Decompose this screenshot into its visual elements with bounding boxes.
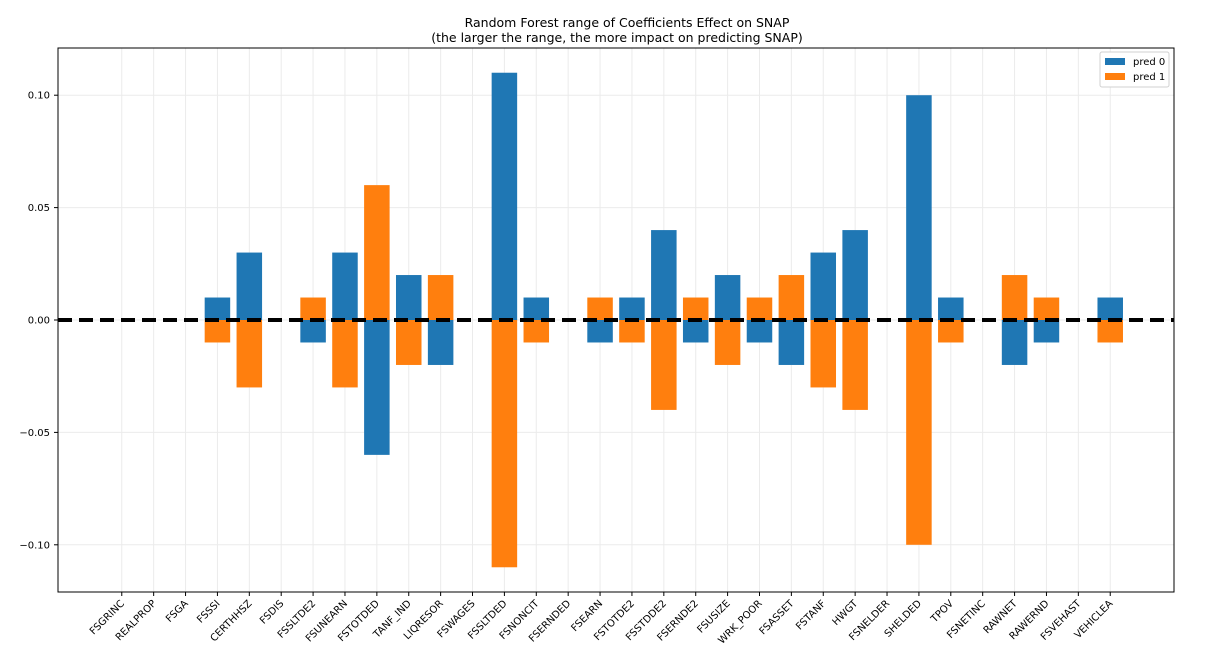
bar-pred-0-rawernd [1033,320,1060,343]
bar-pred-1-fsstdde2 [651,320,677,410]
bar-pred-1-liqresor [427,275,454,320]
bars [204,72,1123,568]
bar-pred-0-fssltded [491,72,518,321]
bar-pred-1-fsusize [714,320,741,365]
bar-pred-1-fstotde2 [619,320,645,343]
bar-pred-0-fsusize [714,275,741,320]
bar-pred-1-fsnoncit [523,320,550,343]
x-tick-label: FSGA [164,598,191,625]
legend-swatch-pred-1 [1105,73,1125,80]
bar-pred-1-fstotded [364,185,390,320]
x-tick-label: FSSSI [195,598,222,625]
y-tick-label: 0.00 [28,316,50,327]
bar-pred-0-vehiclea [1097,297,1123,320]
bar-pred-0-liqresor [427,320,454,365]
bar-pred-1-tanf_ind [395,320,422,365]
bar-pred-0-certhhsz [236,252,263,320]
y-tick-label: −0.10 [19,540,50,551]
x-tick-label: FSDIS [258,598,286,626]
bar-pred-0-hwgt [842,230,868,320]
bar-pred-0-fsstdde2 [651,230,677,320]
bar-pred-1-certhhsz [236,320,263,388]
bar-pred-0-fsnoncit [523,297,550,320]
bar-pred-1-rawernd [1033,297,1060,320]
x-tick-label: FSASSET [758,598,798,638]
bar-pred-0-wrk_poor [746,320,773,343]
bar-pred-1-fsernde2 [682,297,709,320]
bar-pred-1-rawnet [1001,275,1028,320]
x-tick-label: HWGT [831,598,861,628]
legend: pred 0 pred 1 [1099,51,1170,88]
bar-pred-1-fssltded [491,320,518,568]
bar-pred-1-hwgt [842,320,868,410]
y-tick-label: −0.05 [19,428,50,439]
bar-pred-0-fsssi [204,297,231,320]
bar-pred-1-fsssi [204,320,231,343]
bar-pred-0-fsernde2 [682,320,709,343]
x-tick-label: TPOV [929,598,956,625]
bar-pred-0-fstanf [810,252,837,320]
bar-pred-0-rawnet [1001,320,1028,365]
bar-pred-0-shelded [906,95,932,321]
bar-pred-0-tanf_ind [395,275,422,320]
y-axis: −0.10 −0.05 0.00 0.05 0.10 [19,91,58,551]
bar-pred-1-fsasset [778,275,805,320]
bar-pred-1-fstanf [810,320,837,388]
bar-pred-0-fstotde2 [619,297,645,320]
bar-pred-0-fsunearn [332,252,358,320]
bar-pred-0-tpov [938,297,964,320]
bar-pred-1-fssltde2 [300,297,326,320]
bar-pred-0-fstotded [364,320,390,455]
bar-pred-1-shelded [906,320,932,545]
y-tick-label: 0.05 [28,203,50,214]
bar-pred-1-wrk_poor [746,297,773,320]
chart-subtitle: (the larger the range, the more impact o… [431,30,803,45]
bar-pred-0-fsearn [587,320,613,343]
y-tick-label: 0.10 [28,91,50,102]
chart-title: Random Forest range of Coefficients Effe… [465,15,790,30]
bar-pred-1-fsearn [587,297,613,320]
legend-label-pred-0: pred 0 [1133,57,1165,68]
x-tick-label: FSTANF [794,598,828,632]
bar-pred-0-fsasset [778,320,805,365]
bar-pred-1-tpov [938,320,964,343]
bar-pred-1-fsunearn [332,320,358,388]
bar-pred-0-fssltde2 [300,320,326,343]
legend-label-pred-1: pred 1 [1133,72,1165,83]
legend-swatch-pred-0 [1105,58,1125,65]
bar-pred-1-vehiclea [1097,320,1123,343]
